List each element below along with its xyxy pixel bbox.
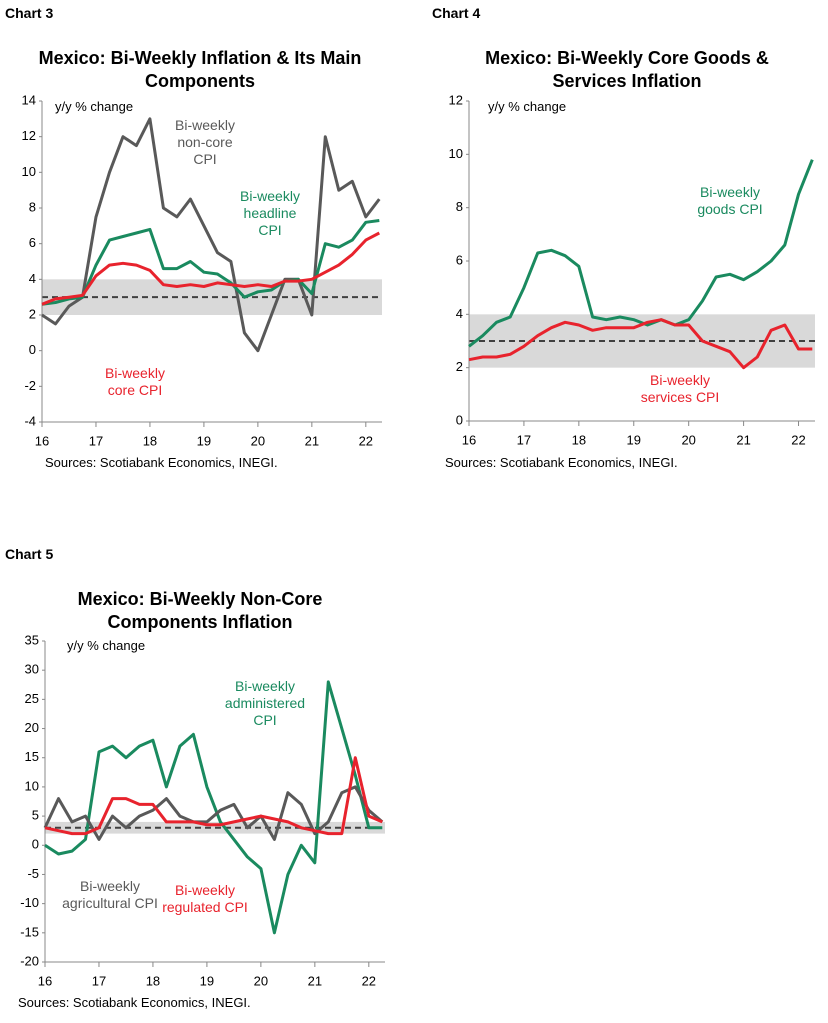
y-tick-label: -20 bbox=[20, 953, 39, 968]
y-tick-label: 10 bbox=[22, 164, 36, 179]
series-label: Bi-weekly agricultural CPI bbox=[62, 878, 158, 911]
x-tick-label: 17 bbox=[517, 432, 531, 447]
series-line bbox=[468, 159, 814, 348]
y-tick-label: 0 bbox=[456, 412, 463, 427]
series-line bbox=[44, 756, 383, 836]
y-tick-label: -15 bbox=[20, 924, 39, 939]
series-line bbox=[43, 785, 384, 841]
x-tick-label: 20 bbox=[251, 433, 265, 448]
x-tick-label: 19 bbox=[200, 973, 214, 988]
chart-label: Chart 4 bbox=[432, 5, 481, 21]
series-label: Bi-weekly regulated CPI bbox=[162, 882, 248, 915]
series-label: Bi-weekly non-core CPI bbox=[175, 117, 235, 167]
x-tick-label: 18 bbox=[143, 433, 157, 448]
x-tick-label: 19 bbox=[197, 433, 211, 448]
chart-title: Mexico: Bi-Weekly Core Goods & Services … bbox=[485, 48, 769, 91]
source-note: Sources: Scotiabank Economics, INEGI. bbox=[18, 995, 251, 1010]
series-line bbox=[41, 231, 380, 306]
y-axis-label: y/y % change bbox=[55, 99, 134, 114]
y-tick-label: 4 bbox=[456, 306, 463, 321]
series-line bbox=[41, 219, 380, 306]
x-tick-label: 22 bbox=[791, 432, 805, 447]
chart-title: Mexico: Bi-Weekly Inflation & Its Main C… bbox=[38, 48, 362, 91]
series-line bbox=[44, 680, 383, 935]
y-tick-label: 15 bbox=[25, 749, 39, 764]
y-tick-label: 2 bbox=[29, 306, 36, 321]
x-tick-label: 21 bbox=[305, 433, 319, 448]
chart-label: Chart 3 bbox=[5, 5, 54, 21]
series-label: Bi-weekly goods CPI bbox=[697, 184, 763, 217]
y-tick-label: 0 bbox=[29, 342, 36, 357]
y-tick-label: -5 bbox=[27, 866, 39, 881]
y-tick-label: -2 bbox=[24, 378, 36, 393]
x-tick-label: 16 bbox=[35, 433, 49, 448]
x-tick-label: 21 bbox=[736, 432, 750, 447]
source-note: Sources: Scotiabank Economics, INEGI. bbox=[45, 455, 278, 470]
x-tick-label: 16 bbox=[462, 432, 476, 447]
y-tick-label: 6 bbox=[29, 235, 36, 250]
y-tick-label: 25 bbox=[25, 691, 39, 706]
series-line bbox=[468, 318, 813, 370]
x-tick-label: 21 bbox=[308, 973, 322, 988]
y-tick-label: 12 bbox=[449, 92, 463, 107]
x-tick-label: 17 bbox=[92, 973, 106, 988]
y-tick-label: 10 bbox=[449, 146, 463, 161]
series-label: Bi-weekly services CPI bbox=[640, 372, 720, 405]
series-label: Bi-weekly core CPI bbox=[105, 365, 165, 398]
y-tick-label: 5 bbox=[32, 808, 39, 823]
series-line bbox=[41, 117, 381, 353]
series-label: Bi-weekly headline CPI bbox=[240, 188, 300, 238]
y-tick-label: 0 bbox=[32, 837, 39, 852]
source-note: Sources: Scotiabank Economics, INEGI. bbox=[445, 455, 678, 470]
x-tick-label: 17 bbox=[89, 433, 103, 448]
y-tick-label: 8 bbox=[456, 199, 463, 214]
y-tick-label: 20 bbox=[25, 720, 39, 735]
y-axis-label: y/y % change bbox=[67, 638, 146, 653]
y-tick-label: 12 bbox=[22, 128, 36, 143]
x-tick-label: 22 bbox=[359, 433, 373, 448]
y-tick-label: 30 bbox=[25, 662, 39, 677]
y-tick-label: 8 bbox=[29, 199, 36, 214]
chart-label: Chart 5 bbox=[5, 546, 54, 562]
y-tick-label: 2 bbox=[456, 359, 463, 374]
x-tick-label: 20 bbox=[254, 973, 268, 988]
x-tick-label: 20 bbox=[681, 432, 695, 447]
x-tick-label: 16 bbox=[38, 973, 52, 988]
x-tick-label: 18 bbox=[572, 432, 586, 447]
x-tick-label: 22 bbox=[362, 973, 376, 988]
y-tick-label: 6 bbox=[456, 252, 463, 267]
y-tick-label: 4 bbox=[29, 271, 36, 286]
y-tick-label: 35 bbox=[25, 632, 39, 647]
y-axis-label: y/y % change bbox=[488, 99, 567, 114]
y-tick-label: -4 bbox=[24, 413, 36, 428]
y-tick-label: 14 bbox=[22, 92, 36, 107]
x-tick-label: 18 bbox=[146, 973, 160, 988]
y-tick-label: 10 bbox=[25, 778, 39, 793]
series-label: Bi-weekly administered CPI bbox=[224, 678, 306, 728]
y-tick-label: -10 bbox=[20, 895, 39, 910]
chart-title: Mexico: Bi-Weekly Non-Core Components In… bbox=[77, 589, 323, 632]
x-tick-label: 19 bbox=[627, 432, 641, 447]
